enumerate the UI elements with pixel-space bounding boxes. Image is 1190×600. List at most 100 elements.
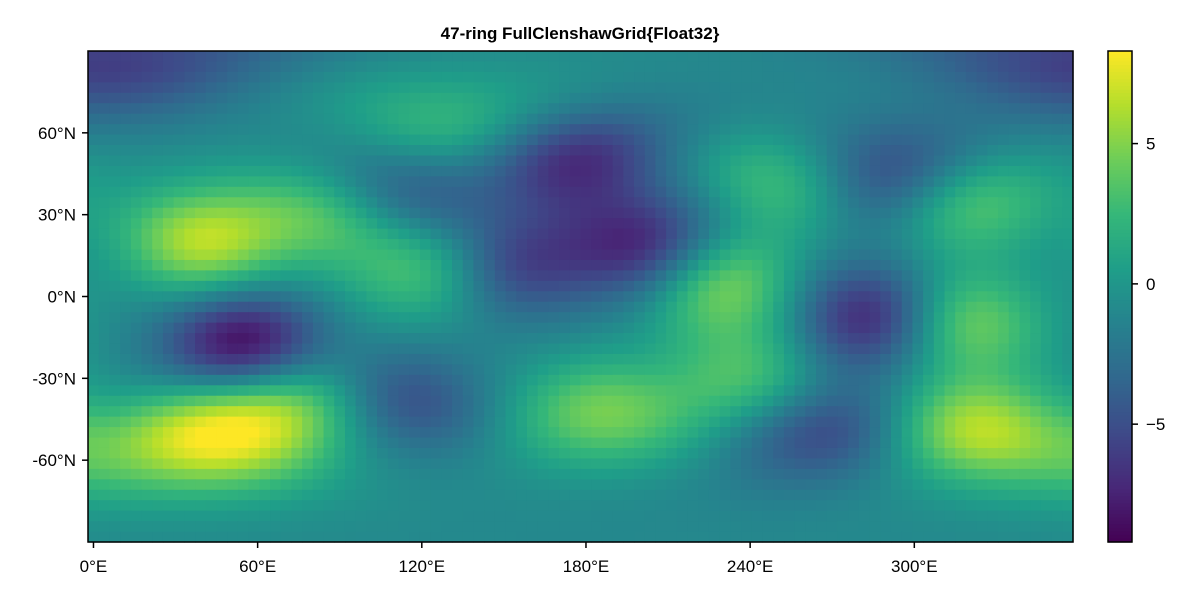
heatmap-cell — [130, 447, 143, 460]
heatmap-cell — [1019, 333, 1031, 345]
heatmap-cell — [141, 521, 153, 533]
heatmap-cell — [559, 186, 571, 198]
heatmap-cell — [698, 207, 710, 219]
heatmap-cell — [794, 124, 806, 136]
heatmap-cell — [419, 416, 432, 428]
heatmap-cell — [580, 71, 592, 83]
heatmap-cell — [708, 124, 721, 136]
heatmap-cell — [484, 291, 496, 303]
heatmap-cell — [505, 479, 517, 491]
heatmap-cell — [634, 364, 646, 376]
heatmap-cell — [409, 145, 421, 157]
heatmap-cell — [419, 385, 432, 397]
heatmap-cell — [398, 207, 410, 219]
heatmap-cell — [441, 103, 453, 115]
heatmap-cell — [130, 280, 143, 292]
heatmap-cell — [1062, 92, 1074, 104]
heatmap-cell — [955, 374, 967, 386]
heatmap-cell — [591, 218, 603, 230]
heatmap-cell — [987, 312, 999, 324]
heatmap-cell — [955, 82, 967, 94]
heatmap-cell — [248, 270, 260, 282]
heatmap-cell — [987, 374, 999, 386]
heatmap-cell — [601, 259, 614, 271]
heatmap-cell — [259, 447, 271, 460]
heatmap-cell — [890, 395, 903, 407]
heatmap-cell — [976, 291, 988, 303]
heatmap-cell — [98, 197, 111, 209]
heatmap-cell — [494, 364, 507, 376]
heatmap-cell — [751, 186, 764, 198]
heatmap-cell — [794, 333, 806, 345]
heatmap-cell — [88, 374, 100, 386]
heatmap-cell — [708, 447, 721, 460]
heatmap-cell — [173, 322, 185, 334]
heatmap-cell — [205, 228, 218, 240]
heatmap-cell — [452, 291, 464, 303]
heatmap-cell — [923, 218, 935, 230]
heatmap-cell — [152, 312, 164, 324]
heatmap-cell — [901, 259, 914, 271]
heatmap-cell — [623, 124, 635, 136]
heatmap-cell — [730, 51, 742, 63]
heatmap-cell — [880, 186, 892, 198]
y-tick-label: -60°N — [32, 451, 76, 470]
heatmap-cell — [698, 249, 710, 261]
heatmap-cell — [998, 51, 1010, 63]
heatmap-cell — [355, 270, 367, 282]
heatmap-cell — [869, 218, 881, 230]
heatmap-cell — [387, 510, 400, 522]
heatmap-cell — [98, 406, 111, 418]
heatmap-cell — [837, 239, 849, 251]
heatmap-cell — [162, 103, 175, 115]
heatmap-cell — [323, 51, 335, 63]
heatmap-cell — [205, 186, 218, 198]
heatmap-cell — [837, 301, 849, 313]
heatmap-cell — [516, 291, 528, 303]
heatmap-cell — [1008, 458, 1021, 470]
heatmap-cell — [858, 385, 871, 397]
heatmap-cell — [976, 249, 988, 261]
heatmap-cell — [259, 312, 271, 324]
heatmap-cell — [998, 521, 1010, 533]
heatmap-cell — [377, 458, 389, 470]
heatmap-cell — [184, 531, 196, 543]
colorbar-segment — [1108, 75, 1132, 80]
colorbar-segment — [1108, 68, 1132, 73]
heatmap-cell — [398, 322, 410, 334]
heatmap-cell — [141, 479, 153, 491]
heatmap-cell — [270, 92, 282, 104]
heatmap-cell — [302, 489, 314, 501]
heatmap-cell — [676, 165, 689, 177]
heatmap-cell — [644, 165, 657, 177]
heatmap-cell — [848, 176, 860, 188]
heatmap-cell — [644, 270, 657, 282]
colorbar-segment — [1108, 194, 1132, 199]
heatmap-cell — [719, 249, 731, 261]
heatmap-cell — [612, 374, 624, 386]
heatmap-cell — [976, 364, 988, 376]
heatmap-cell — [1051, 510, 1063, 522]
heatmap-cell — [323, 479, 335, 491]
heatmap-cell — [452, 385, 464, 397]
heatmap-cell — [473, 364, 485, 376]
heatmap-cell — [441, 165, 453, 177]
heatmap-cell — [601, 406, 614, 418]
heatmap-cell — [1051, 427, 1063, 439]
heatmap-cell — [976, 145, 988, 157]
heatmap-cell — [655, 124, 667, 136]
heatmap-cell — [708, 301, 721, 313]
heatmap-cell — [473, 61, 485, 73]
heatmap-cell — [430, 92, 442, 104]
heatmap-cell — [901, 51, 914, 63]
heatmap-cell — [227, 353, 239, 366]
heatmap-cell — [1040, 259, 1053, 271]
heatmap-cell — [805, 145, 817, 157]
heatmap-cell — [794, 395, 806, 407]
heatmap-cell — [719, 364, 731, 376]
heatmap-cell — [976, 479, 988, 491]
heatmap-cell — [355, 343, 367, 355]
heatmap-cell — [259, 82, 271, 94]
heatmap-cell — [805, 51, 817, 63]
heatmap-cell — [762, 301, 774, 313]
